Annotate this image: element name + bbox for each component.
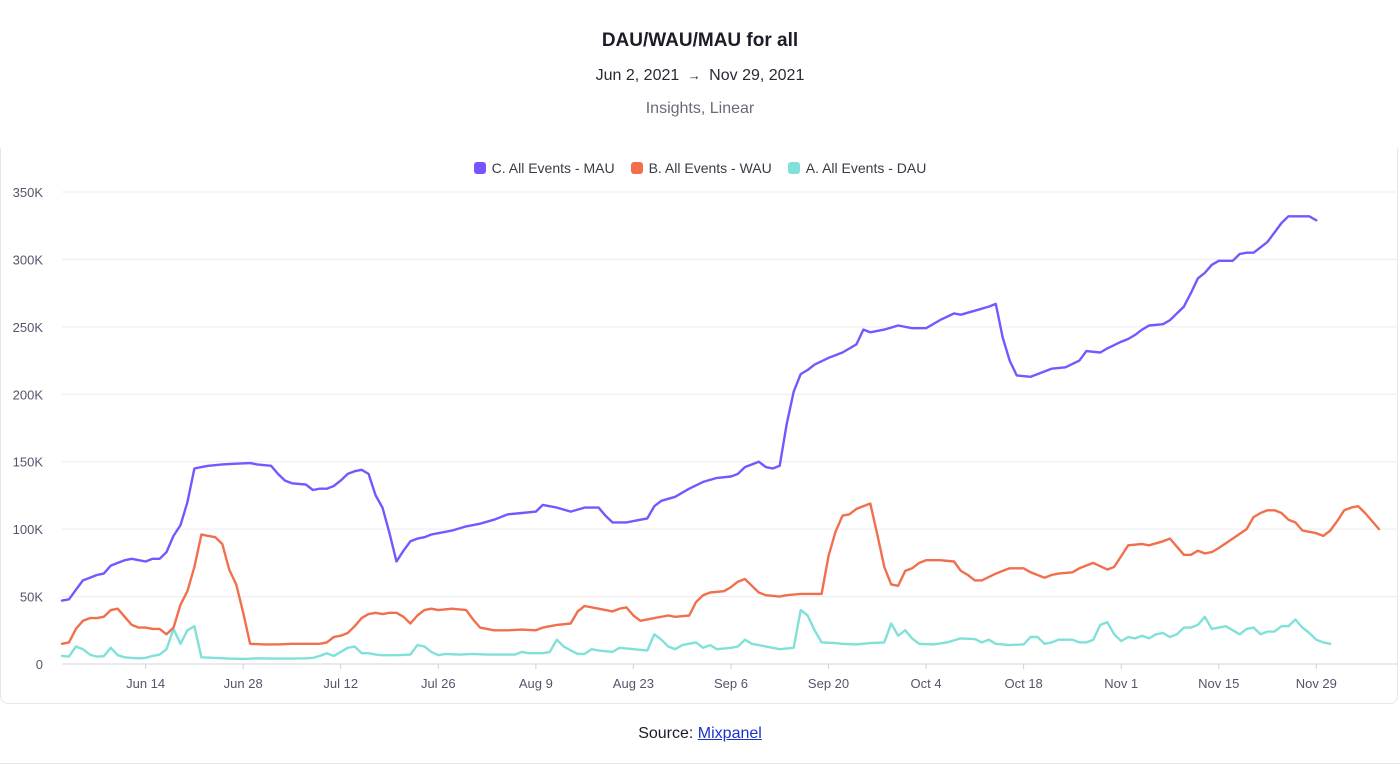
legend-swatch [787, 162, 800, 174]
page-title: DAU/WAU/MAU for all [601, 30, 799, 51]
x-tick-label: Sep 6 [714, 676, 748, 691]
arrow-right-icon: → [687, 68, 701, 83]
x-tick-label: Nov 15 [1198, 676, 1239, 691]
y-tick-label: 350K [13, 185, 44, 200]
y-tick-label: 100K [13, 522, 44, 537]
divider [0, 763, 1400, 764]
x-tick-label: Sep 20 [808, 676, 849, 691]
chart-card [0, 148, 1398, 704]
legend-swatch [473, 162, 486, 174]
legend-item[interactable]: C. All Events - MAU [473, 160, 615, 176]
date-range: Jun 2, 2021 → Nov 29, 2021 [0, 67, 1400, 85]
y-tick-label: 200K [13, 387, 44, 402]
x-tick-label: Nov 29 [1296, 676, 1337, 691]
legend-swatch [630, 162, 643, 174]
x-tick-label: Jul 26 [421, 676, 456, 691]
x-tick-label: Jun 14 [126, 676, 165, 691]
y-tick-label: 50K [20, 590, 43, 605]
chart-legend: C. All Events - MAU B. All Events - WAU A.… [0, 160, 1400, 176]
series-line[interactable] [60, 502, 1381, 646]
legend-item[interactable]: A. All Events - DAU [787, 160, 927, 176]
date-start: Jun 2, 2021 [595, 67, 680, 84]
x-tick-label: Oct 4 [911, 676, 942, 691]
x-tick-label: Oct 18 [1004, 676, 1042, 691]
series-line[interactable] [60, 608, 1332, 661]
source-link[interactable]: Mixpanel [697, 725, 762, 742]
y-tick-label: 150K [13, 455, 44, 470]
x-tick-label: Aug 9 [519, 676, 553, 691]
line-chart: 0 50K 100K 150K 200K 250K 300K 350K Jun 14 Jun 28… [13, 185, 1398, 691]
report-meta: Insights, Linear [645, 100, 755, 117]
x-tick-label: Jul 12 [323, 676, 358, 691]
x-tick-label: Nov 1 [1104, 676, 1138, 691]
x-tick-label: Jun 28 [224, 676, 263, 691]
legend-label: B. All Events - WAU [648, 160, 772, 176]
source-label: Source: [638, 725, 694, 742]
y-tick-label: 250K [13, 320, 44, 335]
date-end: Nov 29, 2021 [709, 67, 805, 84]
source-line: Source: Mixpanel [0, 725, 1400, 743]
legend-label: A. All Events - DAU [805, 160, 927, 176]
series-line[interactable] [60, 215, 1318, 602]
y-tick-label: 0 [36, 657, 43, 672]
legend-label: C. All Events - MAU [491, 160, 615, 176]
x-tick-label: Aug 23 [613, 676, 654, 691]
y-tick-label: 300K [13, 252, 44, 267]
legend-item[interactable]: B. All Events - WAU [630, 160, 772, 176]
